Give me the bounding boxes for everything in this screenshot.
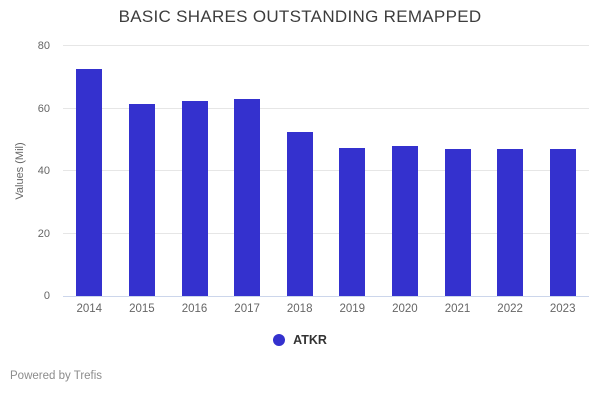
y-tick-label: 80 [37, 40, 50, 52]
chart-title: BASIC SHARES OUTSTANDING REMAPPED [118, 7, 482, 26]
y-tick-label: 0 [43, 290, 50, 302]
x-tick-label: 2016 [181, 303, 208, 315]
x-tick-label: 2019 [339, 303, 366, 315]
y-axis: 0 20 40 60 80 [0, 0, 50, 400]
x-tick-label: 2021 [444, 303, 471, 315]
gridline [63, 170, 589, 171]
x-tick-label: 2022 [497, 303, 523, 315]
bar-2016[interactable] [181, 101, 208, 296]
gridline [63, 232, 589, 234]
x-tick-label: 2015 [129, 303, 155, 315]
plot-area [63, 45, 589, 297]
y-tick-label: 20 [37, 227, 50, 240]
bar-2023[interactable] [549, 149, 576, 296]
legend-item-atkr[interactable]: ATKR [0, 333, 600, 347]
x-tick-label: 2017 [234, 303, 260, 315]
x-tick-label: 2020 [392, 303, 418, 315]
powered-by-trefis: Powered by Trefis [10, 370, 103, 382]
y-tick-label: 60 [37, 102, 50, 115]
x-tick-label: 2023 [549, 303, 576, 315]
gridline [63, 45, 589, 46]
bar-2022[interactable] [497, 148, 524, 296]
bar-2017[interactable] [234, 98, 261, 296]
gridline [63, 107, 589, 109]
y-tick-label: 40 [37, 165, 50, 177]
legend-label: ATKR [293, 333, 327, 347]
x-tick-label: 2014 [76, 303, 103, 315]
bar-2021[interactable] [444, 148, 471, 296]
bar-2015[interactable] [128, 103, 155, 296]
legend-marker-icon [273, 334, 286, 346]
bar-2019[interactable] [339, 147, 366, 296]
x-tick-label: 2018 [286, 303, 313, 315]
bar-2014[interactable] [76, 68, 103, 296]
bar-2018[interactable] [286, 131, 313, 296]
bar-2020[interactable] [391, 146, 418, 296]
